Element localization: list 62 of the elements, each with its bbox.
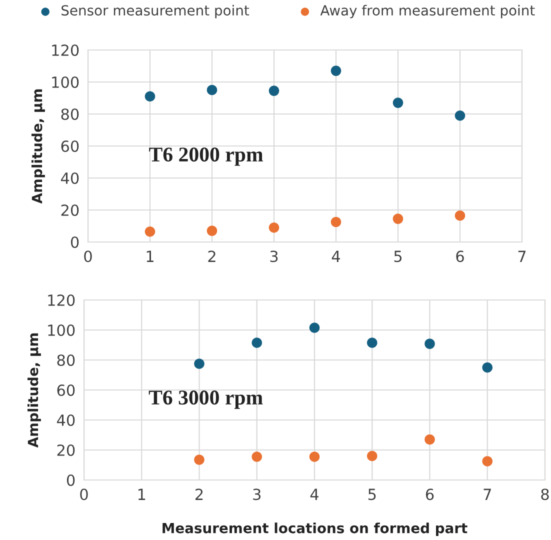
point: [206, 226, 218, 236]
point: [366, 338, 378, 348]
y-tick-label: 20: [57, 444, 75, 456]
legend-label: Away from measurement point: [320, 4, 535, 18]
point: [482, 362, 493, 373]
x-tick-label: 3: [270, 250, 278, 262]
y-tick-label: 20: [61, 204, 79, 216]
x-tick-label: 3: [253, 488, 261, 500]
point: [424, 434, 435, 445]
x-tick-label: 2: [196, 488, 203, 500]
x-tick-label: 5: [368, 488, 376, 500]
point: [144, 91, 156, 102]
y-tick-label: 60: [57, 384, 75, 396]
x-tick-label: 4: [310, 488, 319, 500]
x-axis-title: Measurement locations on formed part: [162, 522, 468, 536]
point: [194, 358, 204, 369]
x-tick-label: 0: [80, 488, 88, 500]
y-tick-label: 100: [52, 76, 79, 88]
x-tick-label: 0: [84, 250, 92, 262]
x-tick-label: 7: [484, 488, 491, 500]
point: [482, 456, 493, 466]
x-tick-label: 1: [146, 250, 154, 262]
y-tick-label: 60: [61, 140, 79, 152]
x-tick-label: 4: [332, 250, 340, 262]
point: [330, 66, 342, 76]
point: [366, 450, 378, 462]
y-axis-title: Amplitude, µm: [31, 89, 45, 204]
y-tick-label: 0: [66, 474, 75, 486]
point: [206, 84, 218, 96]
point: [144, 226, 156, 237]
point: [392, 214, 404, 224]
y-tick-label: 120: [48, 294, 75, 306]
point: [330, 216, 342, 228]
point: [194, 454, 204, 465]
y-axis-title: Amplitude, µm: [27, 333, 41, 448]
y-tick-label: 40: [56, 414, 75, 426]
y-tick-label: 80: [57, 354, 75, 366]
point: [454, 110, 466, 121]
y-tick-label: 120: [52, 44, 79, 56]
x-tick-label: 7: [518, 250, 526, 262]
point: [268, 222, 280, 233]
point: [454, 210, 466, 221]
point: [424, 338, 435, 349]
x-tick-label: 6: [456, 250, 464, 262]
point: [309, 322, 320, 333]
point: [392, 98, 404, 108]
x-tick-label: 6: [426, 488, 434, 500]
annotation: T6 3000 rpm: [148, 390, 263, 409]
x-tick-label: 5: [394, 250, 402, 262]
x-tick-label: 1: [138, 488, 146, 500]
y-tick-label: 100: [48, 324, 75, 336]
point: [268, 86, 280, 96]
x-tick-label: 2: [208, 250, 216, 262]
x-tick-label: 8: [541, 488, 549, 500]
legend-label: Sensor measurement point: [62, 4, 250, 18]
y-tick-label: 80: [61, 108, 79, 120]
annotation: T6 2000 rpm: [149, 148, 263, 166]
y-tick-label: 0: [70, 236, 79, 248]
point: [252, 452, 262, 462]
point: [309, 452, 320, 462]
y-tick-label: 40: [60, 172, 79, 184]
point: [252, 338, 262, 348]
